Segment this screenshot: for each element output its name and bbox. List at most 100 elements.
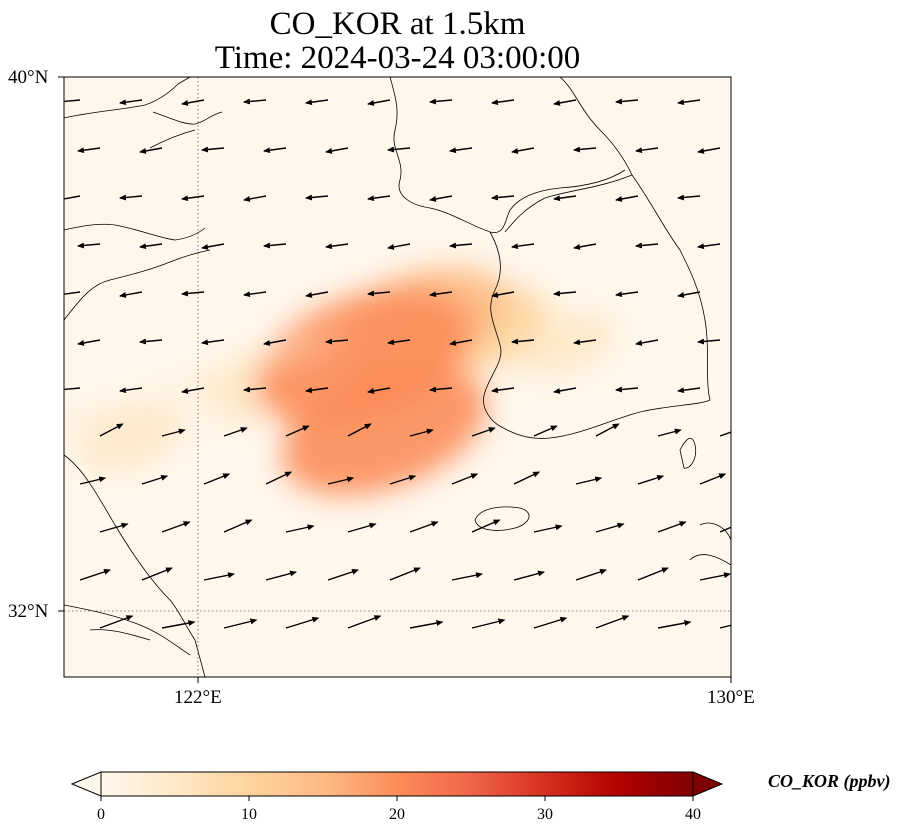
- wind-arrow-11: [77, 147, 101, 154]
- wind-arrow-101: [223, 519, 253, 533]
- wind-arrow-21: [697, 147, 721, 154]
- wind-arrow-53: [615, 291, 639, 298]
- wind-arrow-131: [719, 624, 731, 629]
- wind-arrow-88: [79, 476, 107, 485]
- wind-arrow-29: [491, 194, 515, 201]
- wind-arrow-72: [429, 386, 453, 393]
- wind-arrow-124: [285, 616, 320, 629]
- wind-arrow-6: [429, 98, 453, 105]
- wind-arrow-89: [141, 474, 169, 485]
- wind-arrow-7: [491, 99, 515, 106]
- wind-arrow-47: [243, 291, 267, 298]
- wind-arrow-64: [635, 339, 659, 346]
- wind-arrow-78: [161, 428, 186, 437]
- wind-arrow-71: [367, 387, 391, 394]
- wind-arrow-13: [201, 146, 225, 153]
- wind-arrow-97: [637, 474, 665, 485]
- wind-arrow-122: [161, 620, 196, 629]
- wind-arrow-42: [635, 242, 659, 249]
- coast-korea-east: [631, 174, 711, 401]
- colorbar-extend-low: [70, 771, 102, 797]
- wind-arrow-56: [139, 338, 163, 345]
- wind-arrow-58: [263, 339, 287, 346]
- wind-arrow-20: [635, 147, 659, 154]
- coast-korea-ne: [559, 77, 633, 176]
- plot-frame: [63, 76, 732, 678]
- wind-arrow-62: [511, 338, 535, 345]
- wind-arrow-10: [677, 99, 701, 106]
- wind-arrow-93: [389, 474, 417, 485]
- wind-arrow-19: [573, 146, 597, 153]
- wind-arrow-99: [99, 522, 129, 533]
- wind-arrow-80: [285, 425, 310, 437]
- wind-arrow-69: [243, 386, 267, 393]
- colorbar-tick-30: 30: [537, 806, 553, 823]
- colorbar-tick-0: 0: [97, 806, 105, 823]
- wind-arrow-33: [77, 242, 101, 249]
- wind-arrow-83: [471, 427, 496, 437]
- wind-arrow-0: [64, 98, 81, 105]
- wind-arrow-4: [305, 99, 329, 106]
- wind-arrow-45: [119, 291, 143, 298]
- wind-arrow-25: [243, 195, 267, 202]
- wind-arrow-38: [387, 243, 411, 250]
- wind-arrow-81: [347, 423, 372, 437]
- colorbar-gradient: [100, 771, 694, 797]
- wind-arrow-98: [699, 473, 727, 485]
- wind-arrow-50: [429, 291, 453, 298]
- wind-arrow-55: [77, 339, 101, 346]
- lat-label-40n: 40°N: [8, 67, 49, 88]
- wind-arrow-31: [615, 195, 639, 202]
- wind-arrow-34: [139, 243, 163, 250]
- coast-korea-west: [483, 231, 502, 426]
- wind-arrow-54: [677, 291, 701, 298]
- coast-shandong-south: [64, 249, 211, 321]
- wind-arrow-16: [387, 146, 411, 153]
- colorbar-tick-10: 10: [241, 806, 257, 823]
- map-title: CO_KOR at 1.5km: [269, 6, 526, 42]
- wind-arrow-85: [595, 423, 620, 437]
- wind-arrow-22: [64, 195, 81, 202]
- colorbar-extend-high: [692, 771, 724, 797]
- wind-arrow-102: [285, 524, 315, 533]
- wind-arrow-109: [719, 526, 731, 533]
- wind-vectors: [64, 98, 731, 629]
- coast-kyushu: [689, 522, 731, 566]
- wind-arrow-100: [161, 521, 191, 533]
- coast-yangtze-island: [89, 629, 151, 641]
- wind-arrow-36: [263, 242, 287, 249]
- coast-korea-south: [497, 399, 711, 439]
- wind-arrow-52: [553, 290, 577, 297]
- wind-arrow-120: [699, 572, 731, 581]
- wind-arrow-26: [305, 194, 329, 201]
- wind-arrow-27: [367, 195, 391, 202]
- wind-arrow-79: [223, 427, 248, 437]
- wind-arrow-103: [347, 522, 377, 533]
- wind-arrow-5: [367, 99, 391, 106]
- wind-arrow-90: [203, 473, 231, 485]
- wind-arrow-68: [181, 387, 205, 394]
- colorbar-tick-40: 40: [685, 806, 701, 823]
- wind-arrow-65: [697, 338, 721, 345]
- coast-yangtze: [64, 604, 191, 656]
- wind-arrow-37: [325, 243, 349, 250]
- wind-arrow-75: [615, 386, 639, 393]
- wind-arrow-67: [119, 387, 143, 394]
- wind-arrow-112: [203, 572, 235, 581]
- wind-arrow-96: [575, 476, 603, 485]
- wind-arrow-111: [141, 567, 173, 581]
- wind-arrow-86: [657, 428, 682, 437]
- wind-arrow-119: [637, 567, 669, 581]
- wind-arrow-44: [64, 291, 81, 298]
- wind-arrow-59: [325, 338, 349, 345]
- plume-tail: [64, 330, 360, 430]
- wind-arrow-66: [64, 386, 81, 393]
- wind-arrow-30: [553, 195, 577, 202]
- wind-arrow-84: [533, 425, 558, 437]
- coast-tsushima: [679, 437, 697, 469]
- wind-arrow-17: [449, 147, 473, 154]
- wind-arrow-8: [553, 99, 577, 106]
- wind-arrow-23: [119, 194, 143, 201]
- wind-arrow-28: [429, 195, 453, 202]
- wind-arrow-130: [657, 620, 692, 629]
